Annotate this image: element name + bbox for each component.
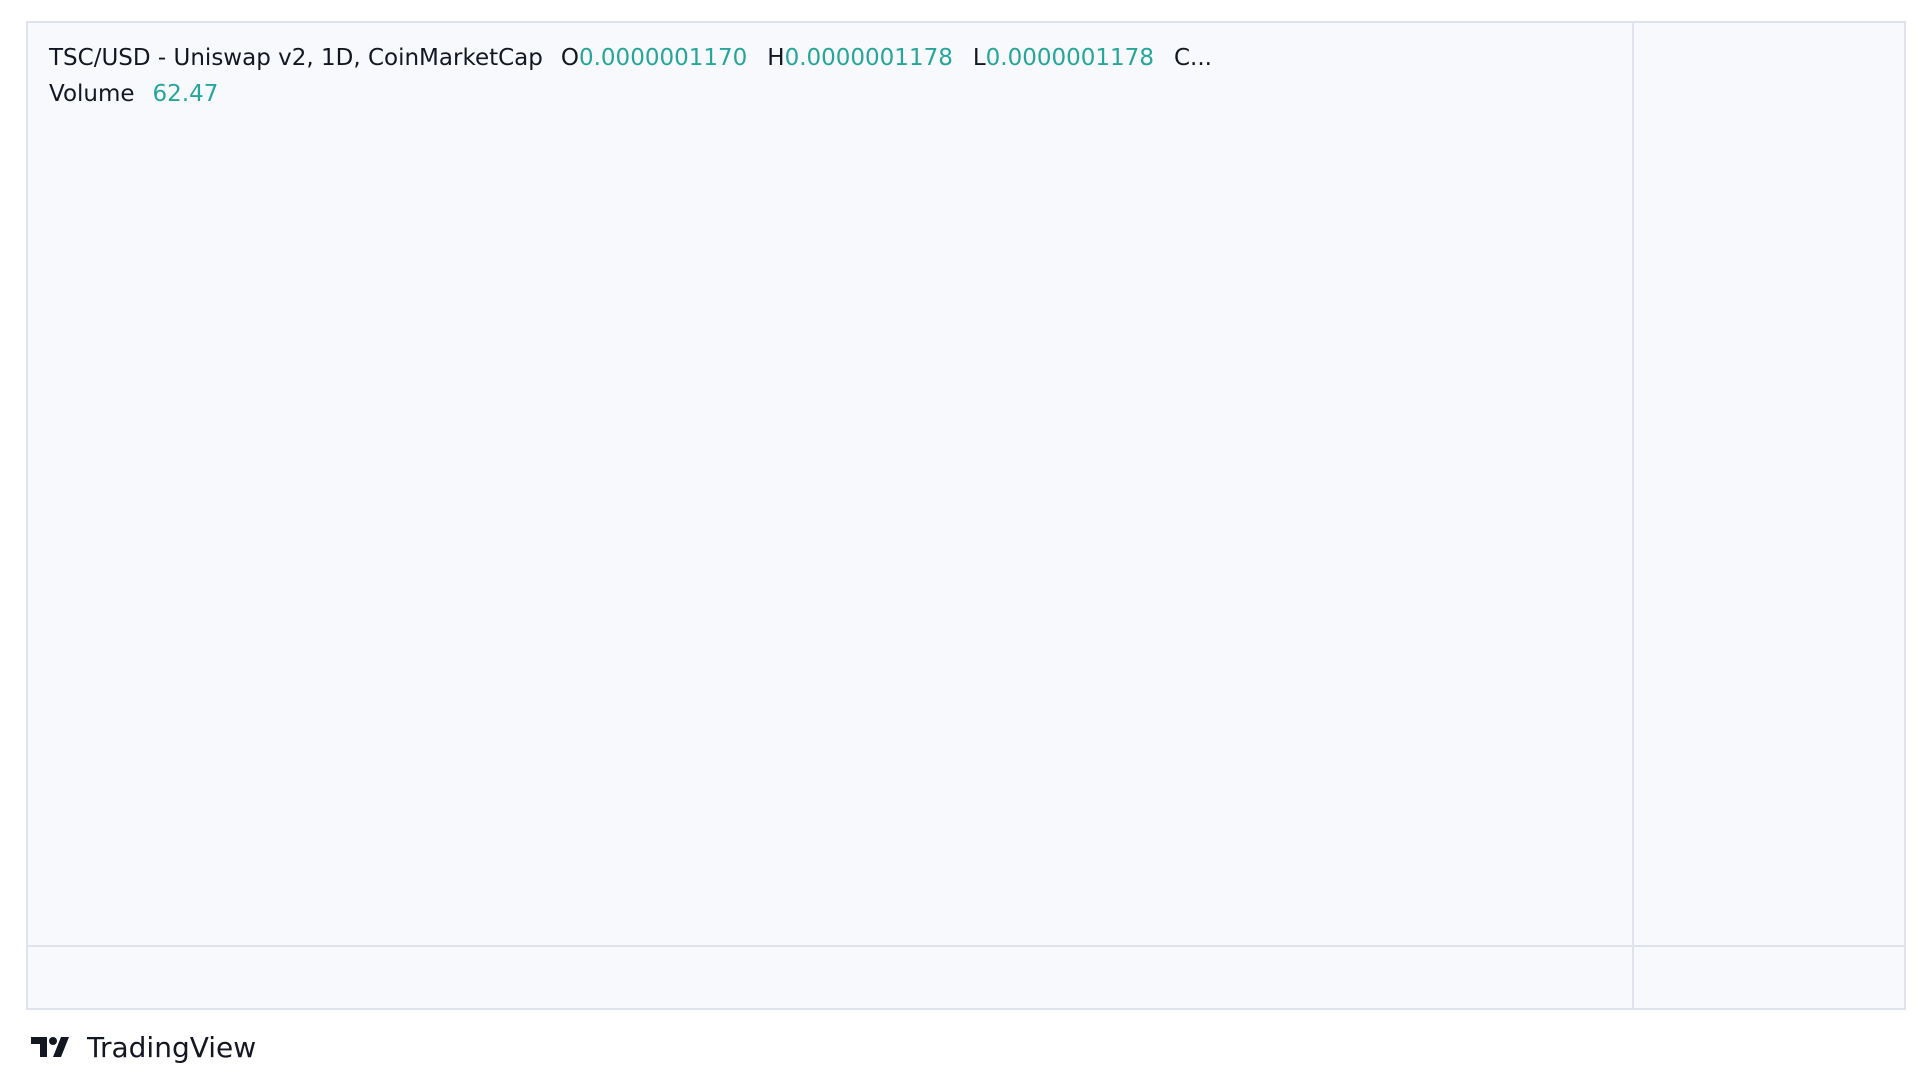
legend-value: 0.0000001178 [985, 45, 1154, 71]
volume-label: Volume [49, 81, 135, 107]
symbol-title: TSC/USD - Uniswap v2, 1D, CoinMarketCap [49, 45, 543, 71]
legend-label: O [560, 45, 579, 71]
legend-label: H [767, 45, 785, 71]
legend-value: 0.0000001170 [578, 45, 748, 71]
legend-label: C... [1173, 45, 1212, 71]
legend-value: 0.0000001178 [784, 45, 953, 71]
volume-row: Volume 62.47 [49, 76, 1212, 112]
footer: TradingView [31, 1027, 256, 1067]
chart-frame [26, 21, 1906, 1010]
symbol-row: TSC/USD - Uniswap v2, 1D, CoinMarketCap O… [49, 40, 1212, 76]
brand-logo [31, 1037, 69, 1057]
legend-header: TSC/USD - Uniswap v2, 1D, CoinMarketCap O… [49, 40, 1212, 112]
volume-value: 62.47 [152, 81, 219, 107]
brand-name: TradingView [87, 1030, 257, 1064]
legend-label: L [972, 45, 986, 71]
